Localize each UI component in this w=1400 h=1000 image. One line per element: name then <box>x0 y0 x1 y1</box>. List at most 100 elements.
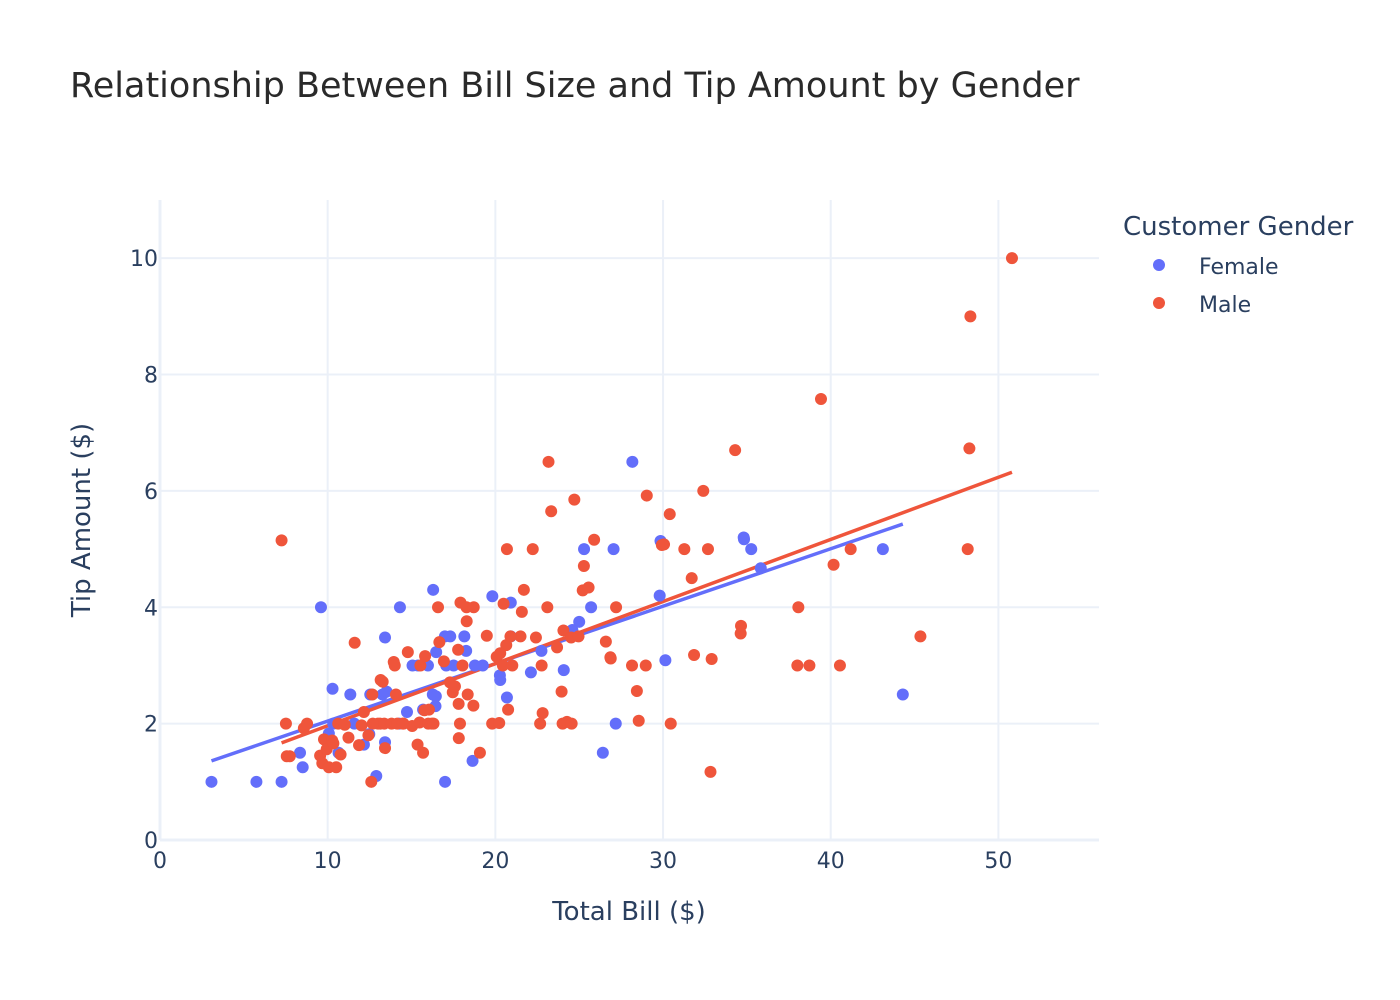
data-point <box>626 659 639 672</box>
data-point <box>524 666 537 679</box>
data-point <box>664 717 677 730</box>
legend-label-male: Male <box>1199 293 1251 318</box>
data-point <box>588 533 601 546</box>
data-point <box>429 690 442 703</box>
axes-layer: 0 10 20 30 40 50 0 2 4 6 8 10 <box>130 200 1099 874</box>
data-point <box>353 739 366 752</box>
data-point <box>456 659 469 672</box>
data-point <box>283 750 296 763</box>
data-point <box>551 641 564 654</box>
data-point <box>535 644 548 657</box>
data-point <box>388 659 401 672</box>
data-point <box>844 543 857 556</box>
data-point <box>735 619 748 632</box>
data-point <box>697 484 710 497</box>
data-point <box>659 654 672 667</box>
legend-label-female: Female <box>1199 255 1279 280</box>
data-point <box>380 685 393 698</box>
data-point <box>876 543 889 556</box>
data-point <box>705 653 718 666</box>
data-point <box>279 717 292 730</box>
data-point <box>685 572 698 585</box>
data-point <box>545 505 558 518</box>
data-point <box>896 688 909 701</box>
data-point <box>393 601 406 614</box>
data-point <box>663 508 676 521</box>
data-point <box>467 699 480 712</box>
legend-marker-male <box>1153 297 1165 309</box>
data-point <box>296 761 309 774</box>
data-point <box>444 630 457 643</box>
data-point <box>754 562 767 575</box>
points-layer <box>205 252 1018 788</box>
data-point <box>1005 252 1018 265</box>
data-point <box>506 659 519 672</box>
data-point <box>357 706 370 718</box>
data-point <box>557 664 570 677</box>
data-point <box>344 688 357 701</box>
data-point <box>480 629 493 642</box>
y-tick-label: 0 <box>144 829 158 854</box>
data-point <box>466 754 479 767</box>
data-point <box>964 310 977 323</box>
data-point <box>379 631 392 644</box>
data-point <box>833 659 846 672</box>
data-point <box>827 558 840 571</box>
data-point <box>448 680 461 693</box>
data-point <box>599 635 612 648</box>
data-point <box>729 444 742 457</box>
data-point <box>541 601 554 614</box>
data-point <box>494 674 507 686</box>
legend: Customer Gender Female Male <box>1123 212 1354 318</box>
data-point <box>401 646 414 659</box>
data-point <box>502 703 515 716</box>
data-point <box>704 765 717 778</box>
data-point <box>417 746 430 759</box>
data-point <box>338 718 351 731</box>
data-point <box>461 688 474 701</box>
y-tick-label: 6 <box>144 480 158 505</box>
data-point <box>400 706 413 718</box>
data-point <box>577 559 590 572</box>
data-point <box>792 601 805 614</box>
data-point <box>355 719 368 732</box>
data-point <box>688 648 701 661</box>
data-point <box>314 601 327 614</box>
data-point <box>536 707 549 720</box>
data-point <box>413 716 426 729</box>
y-tick-label: 4 <box>144 596 158 621</box>
data-point <box>609 717 622 730</box>
data-point <box>458 630 471 643</box>
y-axis-title: Tip Amount ($) <box>67 423 97 618</box>
data-point <box>389 688 402 701</box>
data-point <box>419 650 432 663</box>
data-point <box>467 601 480 614</box>
legend-marker-female <box>1153 259 1165 271</box>
data-point <box>626 455 639 468</box>
data-point <box>362 729 375 742</box>
data-point <box>963 442 976 455</box>
data-point <box>914 630 927 643</box>
data-point <box>504 630 517 643</box>
data-point <box>701 543 714 556</box>
data-point <box>294 746 307 759</box>
data-point <box>379 742 392 755</box>
data-point <box>582 581 595 594</box>
data-point <box>542 455 555 468</box>
data-point <box>596 746 609 759</box>
data-point <box>610 601 623 614</box>
data-point <box>453 717 466 730</box>
data-point <box>639 659 652 672</box>
trendline-male <box>280 470 1013 745</box>
series-female <box>205 455 909 788</box>
data-point <box>565 717 578 730</box>
data-point <box>376 675 389 688</box>
data-point <box>791 659 804 672</box>
data-point <box>366 688 379 701</box>
x-axis-title: Total Bill ($) <box>551 897 706 927</box>
data-point <box>334 748 347 761</box>
data-point <box>452 697 465 710</box>
y-tick-label: 2 <box>144 713 158 738</box>
data-point <box>437 655 450 668</box>
